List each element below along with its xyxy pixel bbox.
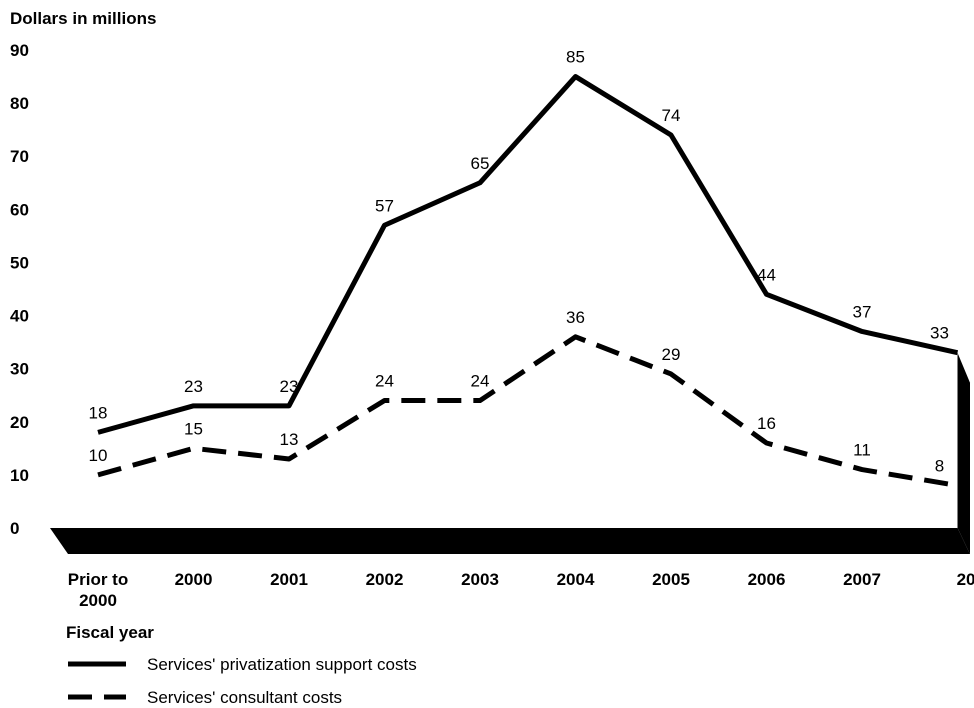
y-axis-title: Dollars in millions xyxy=(10,9,156,28)
data-label: 74 xyxy=(662,106,681,125)
series-lines xyxy=(97,74,959,488)
legend-label: Services' privatization support costs xyxy=(147,655,417,674)
data-label: 18 xyxy=(89,403,108,422)
data-label: 16 xyxy=(757,414,776,433)
chart-floor xyxy=(50,352,970,554)
x-tick-label: 2006 xyxy=(748,570,786,589)
x-tick-label: 2005 xyxy=(652,570,690,589)
data-label: 10 xyxy=(89,446,108,465)
series-line-privatization-support xyxy=(97,74,959,435)
x-tick-label: 2004 xyxy=(557,570,595,589)
x-tick-label: 2002 xyxy=(366,570,404,589)
y-axis-ticks: 0 10 20 30 40 50 60 70 80 90 xyxy=(10,41,29,538)
data-label: 33 xyxy=(930,324,949,343)
x-tick-label: Prior to 2000 xyxy=(68,570,128,610)
y-tick-label: 60 xyxy=(10,200,29,219)
y-tick-label: 40 xyxy=(10,307,29,326)
data-label: 15 xyxy=(184,419,203,438)
data-label: 23 xyxy=(280,377,299,396)
y-tick-label: 10 xyxy=(10,466,29,485)
data-label: 85 xyxy=(566,48,585,67)
data-label: 37 xyxy=(853,302,872,321)
data-label: 24 xyxy=(375,372,394,391)
data-label: 44 xyxy=(757,265,776,284)
y-tick-label: 50 xyxy=(10,253,29,272)
data-label: 23 xyxy=(184,377,203,396)
x-axis-title: Fiscal year xyxy=(66,623,154,642)
data-label: 57 xyxy=(375,196,394,215)
floor-side-wall xyxy=(957,352,970,554)
data-labels: 18 23 23 57 65 85 74 44 37 33 10 15 13 24 24 36 29 16 11 8 xyxy=(89,48,949,476)
data-label: 11 xyxy=(853,441,871,460)
y-tick-label: 70 xyxy=(10,147,29,166)
x-tick-label: 2007 xyxy=(843,570,881,589)
data-label: 36 xyxy=(566,308,585,327)
y-tick-label: 30 xyxy=(10,360,29,379)
y-tick-label: 20 xyxy=(10,413,29,432)
x-tick-label: 2008 xyxy=(957,570,974,589)
y-tick-label: 0 xyxy=(10,519,19,538)
x-tick-label: 2000 xyxy=(175,570,213,589)
x-axis-ticks: Prior to 2000 2000 2001 2002 2003 2004 2005 2006… xyxy=(68,570,974,610)
data-label: 24 xyxy=(471,372,490,391)
y-tick-label: 90 xyxy=(10,41,29,60)
data-label: 13 xyxy=(280,430,299,449)
x-tick-label: 2001 xyxy=(270,570,308,589)
legend: Services' privatization support costs Ser… xyxy=(68,655,417,707)
data-label: 29 xyxy=(662,345,681,364)
y-tick-label: 80 xyxy=(10,94,29,113)
series-line-consultant xyxy=(97,334,958,488)
floor-slab xyxy=(50,528,970,554)
x-tick-label: 2003 xyxy=(461,570,499,589)
data-label: 65 xyxy=(471,154,490,173)
data-label: 8 xyxy=(935,457,944,476)
legend-label: Services' consultant costs xyxy=(147,688,342,707)
